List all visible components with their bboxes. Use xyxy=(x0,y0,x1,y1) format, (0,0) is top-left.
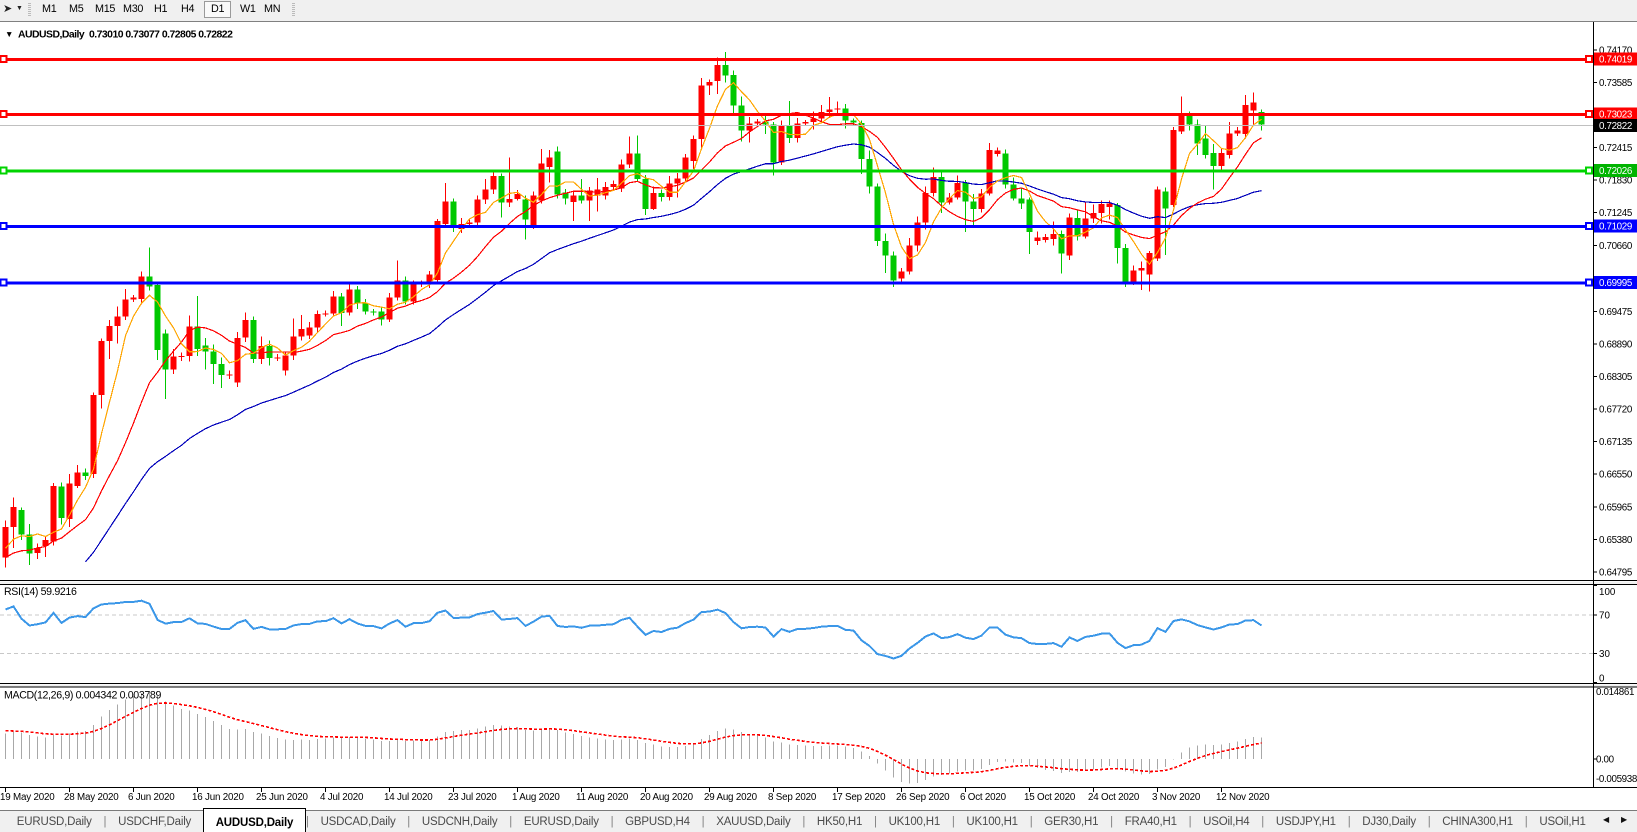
svg-text:0.73585: 0.73585 xyxy=(1599,78,1633,89)
svg-text:0.00: 0.00 xyxy=(1596,755,1615,766)
svg-text:6 Oct 2020: 6 Oct 2020 xyxy=(960,792,1007,803)
svg-text:17 Sep 2020: 17 Sep 2020 xyxy=(832,792,886,803)
svg-text:24 Oct 2020: 24 Oct 2020 xyxy=(1088,792,1140,803)
svg-text:0.69475: 0.69475 xyxy=(1599,307,1633,318)
svg-text:0.67720: 0.67720 xyxy=(1599,405,1633,416)
svg-text:▼: ▼ xyxy=(5,29,13,39)
svg-text:1 Aug 2020: 1 Aug 2020 xyxy=(512,792,560,803)
svg-text:19 May 2020: 19 May 2020 xyxy=(0,792,55,803)
svg-text:0.72415: 0.72415 xyxy=(1599,143,1633,154)
svg-text:4 Jul 2020: 4 Jul 2020 xyxy=(320,792,364,803)
svg-text:28 May 2020: 28 May 2020 xyxy=(64,792,119,803)
svg-text:0.67135: 0.67135 xyxy=(1599,437,1633,448)
svg-text:3 Nov 2020: 3 Nov 2020 xyxy=(1152,792,1201,803)
svg-text:14 Jul 2020: 14 Jul 2020 xyxy=(384,792,433,803)
svg-text:6 Jun 2020: 6 Jun 2020 xyxy=(128,792,175,803)
svg-text:AUDUSD,Daily 0.73010 0.73077: AUDUSD,Daily 0.73010 0.73077 0.72805 0.7… xyxy=(18,30,233,41)
svg-text:0: 0 xyxy=(1599,673,1605,684)
svg-text:RSI(14) 59.9216: RSI(14) 59.9216 xyxy=(4,586,77,598)
svg-text:25 Jun 2020: 25 Jun 2020 xyxy=(256,792,308,803)
svg-text:16 Jun 2020: 16 Jun 2020 xyxy=(192,792,244,803)
svg-text:0.73023: 0.73023 xyxy=(1599,110,1633,121)
svg-text:20 Aug 2020: 20 Aug 2020 xyxy=(640,792,694,803)
svg-text:0.65965: 0.65965 xyxy=(1599,502,1633,513)
svg-text:100: 100 xyxy=(1599,587,1616,598)
svg-text:30: 30 xyxy=(1599,649,1610,660)
svg-text:0.74019: 0.74019 xyxy=(1599,55,1632,66)
svg-text:11 Aug 2020: 11 Aug 2020 xyxy=(576,792,629,803)
svg-text:0.64795: 0.64795 xyxy=(1599,568,1633,579)
svg-text:0.69995: 0.69995 xyxy=(1599,278,1633,289)
svg-text:0.68890: 0.68890 xyxy=(1599,339,1633,350)
svg-text:-0.005938: -0.005938 xyxy=(1596,774,1637,785)
svg-text:23 Jul 2020: 23 Jul 2020 xyxy=(448,792,497,803)
svg-text:0.71830: 0.71830 xyxy=(1599,176,1633,187)
svg-text:0.72026: 0.72026 xyxy=(1599,166,1633,177)
svg-text:0.72822: 0.72822 xyxy=(1599,121,1632,132)
svg-text:15 Oct 2020: 15 Oct 2020 xyxy=(1024,792,1076,803)
svg-text:0.014861: 0.014861 xyxy=(1596,687,1634,698)
svg-text:MACD(12,26,9) 0.004342 0.00378: MACD(12,26,9) 0.004342 0.003789 xyxy=(4,690,161,702)
svg-text:29 Aug 2020: 29 Aug 2020 xyxy=(704,792,758,803)
svg-text:0.71245: 0.71245 xyxy=(1599,208,1633,219)
svg-text:8 Sep 2020: 8 Sep 2020 xyxy=(768,792,817,803)
svg-text:0.65380: 0.65380 xyxy=(1599,535,1633,546)
svg-text:0.70660: 0.70660 xyxy=(1599,241,1633,252)
svg-text:0.66550: 0.66550 xyxy=(1599,470,1633,481)
svg-text:26 Sep 2020: 26 Sep 2020 xyxy=(896,792,950,803)
svg-text:70: 70 xyxy=(1599,610,1610,621)
svg-text:0.74170: 0.74170 xyxy=(1599,45,1633,56)
svg-text:12 Nov 2020: 12 Nov 2020 xyxy=(1216,792,1270,803)
svg-text:0.68305: 0.68305 xyxy=(1599,372,1633,383)
svg-text:0.71029: 0.71029 xyxy=(1599,221,1632,232)
